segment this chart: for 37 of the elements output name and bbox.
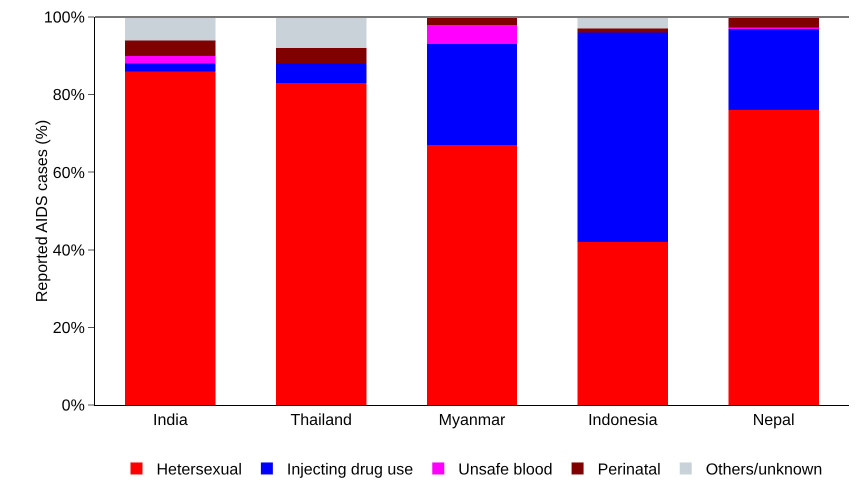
y-axis-title: Reported AIDS cases (%) xyxy=(34,120,51,302)
x-tick-label: Myanmar xyxy=(438,412,506,430)
bar xyxy=(426,44,518,146)
x-tick-label: Thailand xyxy=(290,412,352,430)
legend-label: Perinatal xyxy=(598,462,661,479)
bar xyxy=(276,48,366,64)
bar xyxy=(276,17,366,48)
y-tick-label: 40% xyxy=(52,242,85,260)
bar xyxy=(125,56,216,64)
x-tick-label: Nepal xyxy=(752,412,795,430)
bar xyxy=(578,28,668,33)
bar xyxy=(125,71,216,405)
legend-label: Hetersexual xyxy=(156,462,242,479)
bar xyxy=(426,145,518,405)
bar xyxy=(728,17,819,28)
bar xyxy=(125,64,216,72)
x-tick-label: Indonesia xyxy=(588,412,658,430)
bar xyxy=(426,24,518,44)
bar xyxy=(728,110,819,405)
legend-label: Others/unknown xyxy=(706,462,822,479)
y-tick-label: 60% xyxy=(52,164,85,182)
bar xyxy=(728,28,819,110)
x-tick-label: India xyxy=(153,412,188,430)
bar xyxy=(276,82,366,405)
y-tick-label: 0% xyxy=(62,398,85,415)
y-tick-label: 80% xyxy=(52,87,85,104)
bar xyxy=(578,32,668,242)
bar xyxy=(578,17,668,29)
bar xyxy=(426,17,518,25)
y-tick-label: 20% xyxy=(52,320,85,337)
bar xyxy=(578,242,668,405)
legend-label: Unsafe blood xyxy=(458,462,553,479)
bar xyxy=(125,17,216,40)
y-tick-label: 100% xyxy=(44,10,85,27)
legend-label: Injecting drug use xyxy=(286,462,414,479)
bar xyxy=(276,64,366,83)
bar xyxy=(125,40,216,56)
